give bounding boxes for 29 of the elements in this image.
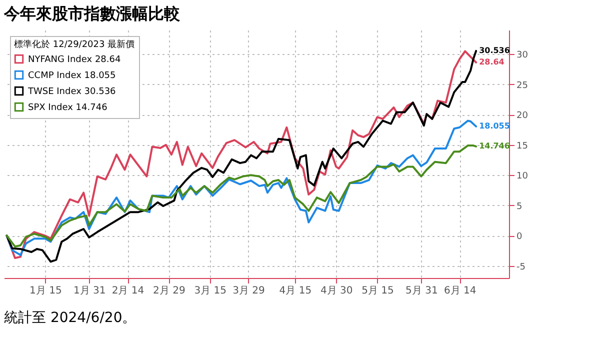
line-series	[6, 120, 478, 256]
legend-label: NYFANG Index 28.64	[28, 55, 121, 65]
legend-label: SPX Index 14.746	[28, 103, 108, 113]
x-tick-label: 5月 15	[362, 286, 394, 296]
data-label: 28.64	[479, 57, 505, 66]
legend-title: 標準化於 12/29/2023 最新價	[14, 39, 135, 50]
x-tick-label: 6月 14	[444, 286, 476, 296]
y-tick-label: 0	[516, 232, 522, 242]
x-tick-label: 3月 15	[194, 286, 226, 296]
x-tick-label: 5月 31	[406, 286, 438, 296]
x-tick-label: 2月 14	[112, 286, 144, 296]
y-tick-label: 10	[516, 172, 528, 182]
y-tick-label: 5	[516, 202, 522, 212]
y-tick-label: 20	[516, 111, 528, 122]
y-tick-label: 25	[516, 80, 528, 91]
x-tick-label: 4月 15	[279, 286, 312, 296]
x-tick-label: 2月 29	[153, 286, 186, 296]
legend-label: CCMP Index 18.055	[28, 71, 116, 81]
x-tick-label: 1月 15	[30, 286, 62, 296]
legend-label: TWSE Index 30.536	[27, 87, 116, 97]
x-tick-label: 3月 29	[232, 286, 265, 296]
text: 統計至 2024/6/20。	[4, 310, 136, 326]
line-series	[6, 144, 478, 248]
x-tick-label: 4月 30	[320, 286, 353, 296]
chart-title: 今年來股市指數漲幅比較	[3, 4, 181, 23]
y-tick-label: 15	[516, 141, 528, 152]
y-tick-label: -5	[516, 262, 526, 272]
x-tick-label: 1月 31	[73, 286, 106, 296]
y-tick-label: 30	[516, 50, 528, 61]
